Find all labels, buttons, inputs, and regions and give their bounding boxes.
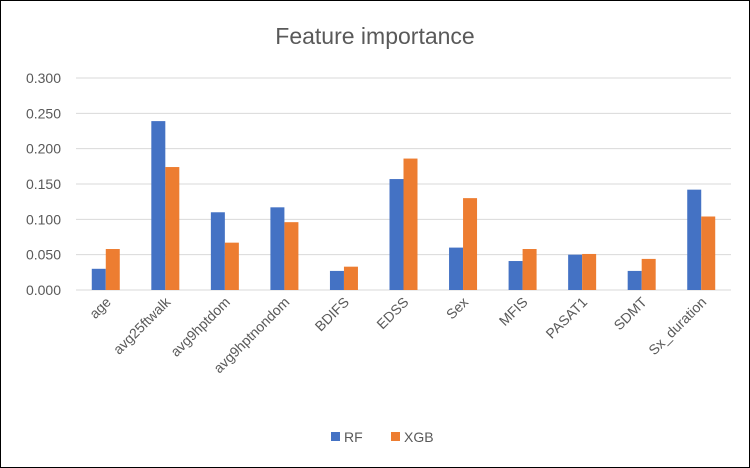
y-tick-label: 0.300 <box>26 70 61 86</box>
bar-rf-pasat1 <box>568 254 583 290</box>
bar-xgb-avg9hptnondom <box>284 222 299 290</box>
bar-rf-edss <box>389 179 404 290</box>
bar-rf-mfis <box>508 261 523 290</box>
x-tick-label: age <box>86 294 114 322</box>
bar-rf-sdmt <box>627 270 642 290</box>
legend-swatch-rf <box>331 432 340 441</box>
legend-label-xgb: XGB <box>404 429 434 445</box>
x-tick-label: Sex <box>443 294 471 322</box>
legend: RF XGB <box>331 429 434 445</box>
bar-xgb-sex <box>463 198 478 290</box>
y-tick-label: 0.000 <box>26 282 61 298</box>
bar-rf-avg9hptdom <box>210 212 225 290</box>
x-tick-label: PASAT1 <box>542 294 590 342</box>
bar-rf-bdifs <box>329 270 344 290</box>
bar-xgb-age <box>105 249 120 290</box>
x-tick-label: avg25ftwalk <box>110 293 174 357</box>
bars <box>91 121 716 291</box>
bar-xgb-edss <box>403 158 418 290</box>
x-tick-label: avg9hptdom <box>167 294 233 360</box>
bar-rf-sex <box>449 247 464 290</box>
y-tick-label: 0.050 <box>26 247 61 263</box>
y-tick-label: 0.200 <box>26 141 61 157</box>
bar-rf-age <box>91 268 106 290</box>
y-tick-label: 0.150 <box>26 176 61 192</box>
x-tick-label: MFIS <box>496 294 531 329</box>
x-tick-label: Sx_duration <box>645 294 709 358</box>
bar-rf-avg25ftwalk <box>151 121 166 291</box>
bar-xgb-sx_duration <box>701 216 716 290</box>
x-tick-label: EDSS <box>373 294 411 332</box>
bar-xgb-pasat1 <box>582 253 597 290</box>
bar-xgb-avg25ftwalk <box>165 167 180 290</box>
legend-label-rf: RF <box>344 429 363 445</box>
x-tick-label: SDMT <box>610 293 650 333</box>
chart-title: Feature importance <box>275 23 474 49</box>
bar-xgb-bdifs <box>343 266 358 290</box>
legend-swatch-xgb <box>391 432 400 441</box>
x-tick-label: BDIFS <box>312 294 352 334</box>
y-tick-label: 0.250 <box>26 105 61 121</box>
bar-rf-avg9hptnondom <box>270 207 285 290</box>
bar-xgb-sdmt <box>641 258 656 290</box>
y-axis-ticks: 0.000 0.050 0.100 0.150 0.200 0.250 0.300 <box>26 70 61 298</box>
y-tick-label: 0.100 <box>26 211 61 227</box>
bar-rf-sx_duration <box>687 189 702 290</box>
bar-xgb-avg9hptdom <box>224 242 239 290</box>
bar-xgb-mfis <box>522 249 537 290</box>
